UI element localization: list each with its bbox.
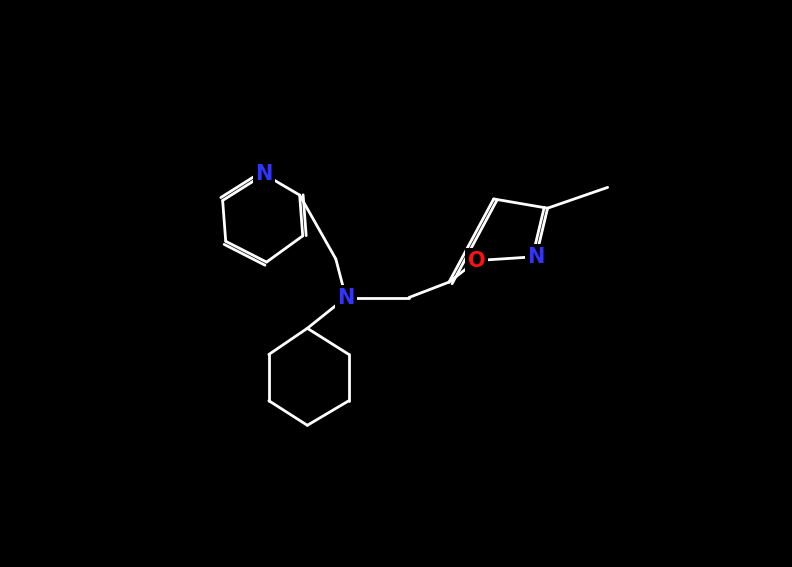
Text: N: N [337,287,355,307]
Text: O: O [468,251,485,270]
Text: N: N [527,247,545,266]
Text: N: N [256,164,273,184]
